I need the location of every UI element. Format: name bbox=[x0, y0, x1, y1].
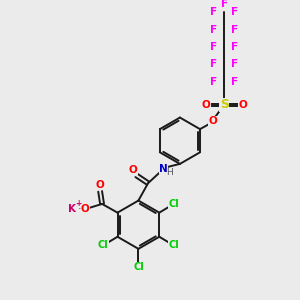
Text: F: F bbox=[210, 77, 217, 87]
Text: S: S bbox=[220, 98, 229, 112]
Text: F: F bbox=[231, 42, 238, 52]
Text: F: F bbox=[231, 7, 238, 17]
Text: K: K bbox=[68, 204, 76, 214]
Text: O: O bbox=[201, 100, 210, 110]
Text: O: O bbox=[128, 165, 137, 175]
Text: Cl: Cl bbox=[98, 241, 108, 250]
Text: F: F bbox=[210, 7, 217, 17]
Text: +: + bbox=[75, 200, 81, 208]
Text: O: O bbox=[96, 180, 104, 190]
Text: ·: · bbox=[78, 204, 82, 214]
Text: O: O bbox=[208, 116, 217, 126]
Text: O: O bbox=[238, 100, 247, 110]
Text: F: F bbox=[220, 0, 228, 9]
Text: F: F bbox=[231, 77, 238, 87]
Text: F: F bbox=[210, 42, 217, 52]
Text: F: F bbox=[231, 59, 238, 70]
Text: H: H bbox=[166, 168, 173, 177]
Text: O: O bbox=[80, 204, 89, 214]
Text: Cl: Cl bbox=[133, 262, 144, 272]
Text: F: F bbox=[210, 25, 217, 35]
Text: N: N bbox=[159, 164, 168, 174]
Text: F: F bbox=[231, 25, 238, 35]
Text: F: F bbox=[210, 59, 217, 70]
Text: Cl: Cl bbox=[168, 199, 179, 209]
Text: Cl: Cl bbox=[168, 241, 179, 250]
